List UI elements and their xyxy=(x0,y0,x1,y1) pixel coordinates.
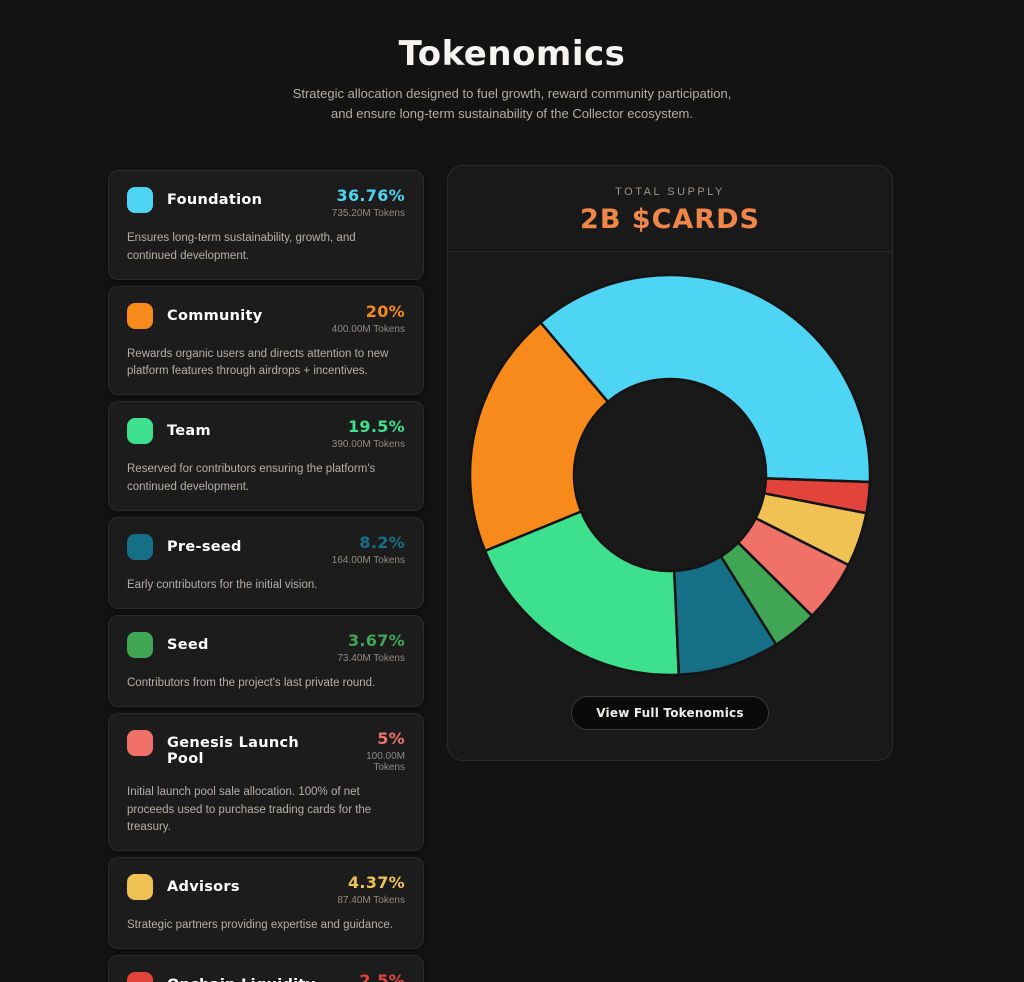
allocation-figures: 36.76% 735.20M Tokens xyxy=(332,186,405,219)
content: Foundation 36.76% 735.20M Tokens Ensures… xyxy=(108,165,1024,982)
allocation-name: Community xyxy=(167,307,263,324)
total-supply-label: TOTAL SUPPLY xyxy=(615,186,725,199)
allocation-color-swatch-icon xyxy=(127,972,153,982)
donut-slice-onchain-liquidity[interactable] xyxy=(762,477,872,515)
allocation-description: Strategic partners providing expertise a… xyxy=(127,919,393,932)
allocation-tokens: 735.20M Tokens xyxy=(331,208,405,220)
allocation-card[interactable]: Pre-seed 8.2% 164.00M Tokens Early contr… xyxy=(108,516,424,610)
donut-slice-community[interactable] xyxy=(468,321,610,553)
allocation-tokens: 164.00M Tokens xyxy=(331,554,405,566)
allocation-tokens: 400.00M Tokens xyxy=(331,323,405,335)
total-supply-value: 2B $CARDS xyxy=(580,204,760,236)
allocation-description: Early contributors for the initial visio… xyxy=(127,578,318,591)
page-subtitle-line2: and ensure long-term sustainability of t… xyxy=(330,106,693,122)
allocation-figures: 5% 100.00M Tokens xyxy=(335,729,405,773)
allocation-name: Advisors xyxy=(167,879,240,896)
allocation-card[interactable]: Advisors 4.37% 87.40M Tokens Strategic p… xyxy=(108,857,424,950)
view-full-tokenomics-button[interactable]: View Full Tokenomics xyxy=(571,696,769,731)
chart-area xyxy=(448,252,892,694)
supply-panel-header: TOTAL SUPPLY 2B $CARDS xyxy=(448,166,892,253)
allocation-description: Initial launch pool sale allocation. 100… xyxy=(127,786,372,833)
allocation-figures: 8.2% 164.00M Tokens xyxy=(332,533,405,566)
allocation-name: Genesis Launch Pool xyxy=(167,735,299,768)
allocation-name: Pre-seed xyxy=(167,538,242,555)
allocation-color-swatch-icon xyxy=(127,730,153,757)
page-title: Tokenomics xyxy=(398,34,626,74)
allocation-name: Team xyxy=(167,423,211,440)
allocation-description: Ensures long-term sustainability, growth… xyxy=(127,232,356,262)
allocation-percent: 5% xyxy=(377,729,405,749)
tokenomics-donut-chart xyxy=(468,274,872,677)
allocation-percent: 4.37% xyxy=(347,873,405,893)
allocation-figures: 19.5% 390.00M Tokens xyxy=(332,417,405,450)
allocation-color-swatch-icon xyxy=(127,302,153,329)
allocation-figures: 20% 400.00M Tokens xyxy=(332,302,405,335)
allocation-percent: 2.5% xyxy=(359,971,405,982)
allocation-card[interactable]: Onchain Liquidity 2.5% 50.00M Tokens Pro… xyxy=(108,955,424,982)
allocation-card-top: Seed 3.67% 73.40M Tokens xyxy=(127,631,405,664)
allocation-percent: 8.2% xyxy=(359,532,405,552)
allocation-card-top: Genesis Launch Pool 5% 100.00M Tokens xyxy=(127,729,405,773)
supply-panel-footer: View Full Tokenomics xyxy=(448,694,892,760)
allocation-color-swatch-icon xyxy=(127,632,153,659)
allocation-card-top: Pre-seed 8.2% 164.00M Tokens xyxy=(127,533,405,566)
allocation-card-top: Foundation 36.76% 735.20M Tokens xyxy=(127,186,405,219)
allocation-color-swatch-icon xyxy=(127,187,153,214)
allocation-name: Seed xyxy=(167,637,209,654)
page-subtitle-line1: Strategic allocation designed to fuel gr… xyxy=(292,86,732,101)
allocation-description: Reserved for contributors ensuring the p… xyxy=(127,463,376,493)
allocation-description: Contributors from the project's last pri… xyxy=(127,677,376,690)
donut-slice-team[interactable] xyxy=(483,510,681,677)
allocation-card[interactable]: Team 19.5% 390.00M Tokens Reserved for c… xyxy=(108,401,424,511)
allocation-card-top: Community 20% 400.00M Tokens xyxy=(127,302,405,335)
donut-slice-foundation[interactable] xyxy=(539,274,872,484)
page-subtitle: Strategic allocation designed to fuel gr… xyxy=(0,84,1024,124)
allocation-card[interactable]: Seed 3.67% 73.40M Tokens Contributors fr… xyxy=(108,615,424,708)
allocation-name: Foundation xyxy=(167,192,263,209)
allocation-card[interactable]: Genesis Launch Pool 5% 100.00M Tokens In… xyxy=(108,713,424,852)
allocation-color-swatch-icon xyxy=(127,533,153,560)
allocation-tokens: 390.00M Tokens xyxy=(331,439,405,451)
page-header: Tokenomics Strategic allocation designed… xyxy=(0,0,1024,124)
allocation-card[interactable]: Foundation 36.76% 735.20M Tokens Ensures… xyxy=(108,170,424,280)
allocation-percent: 36.76% xyxy=(336,186,405,206)
allocation-card-top: Advisors 4.37% 87.40M Tokens xyxy=(127,873,405,906)
allocation-card-top: Onchain Liquidity 2.5% 50.00M Tokens xyxy=(127,971,405,982)
allocation-color-swatch-icon xyxy=(127,418,153,445)
allocation-figures: 3.67% 73.40M Tokens xyxy=(337,631,405,664)
allocation-description: Rewards organic users and directs attent… xyxy=(127,347,389,378)
allocation-percent: 20% xyxy=(365,301,405,321)
allocation-tokens: 100.00M Tokens xyxy=(366,751,405,774)
allocation-list: Foundation 36.76% 735.20M Tokens Ensures… xyxy=(108,170,424,982)
allocation-card[interactable]: Community 20% 400.00M Tokens Rewards org… xyxy=(108,285,424,396)
allocation-percent: 3.67% xyxy=(347,631,405,651)
allocation-color-swatch-icon xyxy=(127,874,153,901)
supply-panel: TOTAL SUPPLY 2B $CARDS View Full Tokenom… xyxy=(447,165,893,762)
allocation-tokens: 87.40M Tokens xyxy=(337,895,405,907)
allocation-name: Onchain Liquidity xyxy=(167,977,315,982)
allocation-percent: 19.5% xyxy=(347,417,405,437)
allocation-card-top: Team 19.5% 390.00M Tokens xyxy=(127,417,405,450)
allocation-figures: 2.5% 50.00M Tokens xyxy=(337,971,405,982)
allocation-figures: 4.37% 87.40M Tokens xyxy=(337,873,405,906)
allocation-tokens: 73.40M Tokens xyxy=(337,653,405,665)
